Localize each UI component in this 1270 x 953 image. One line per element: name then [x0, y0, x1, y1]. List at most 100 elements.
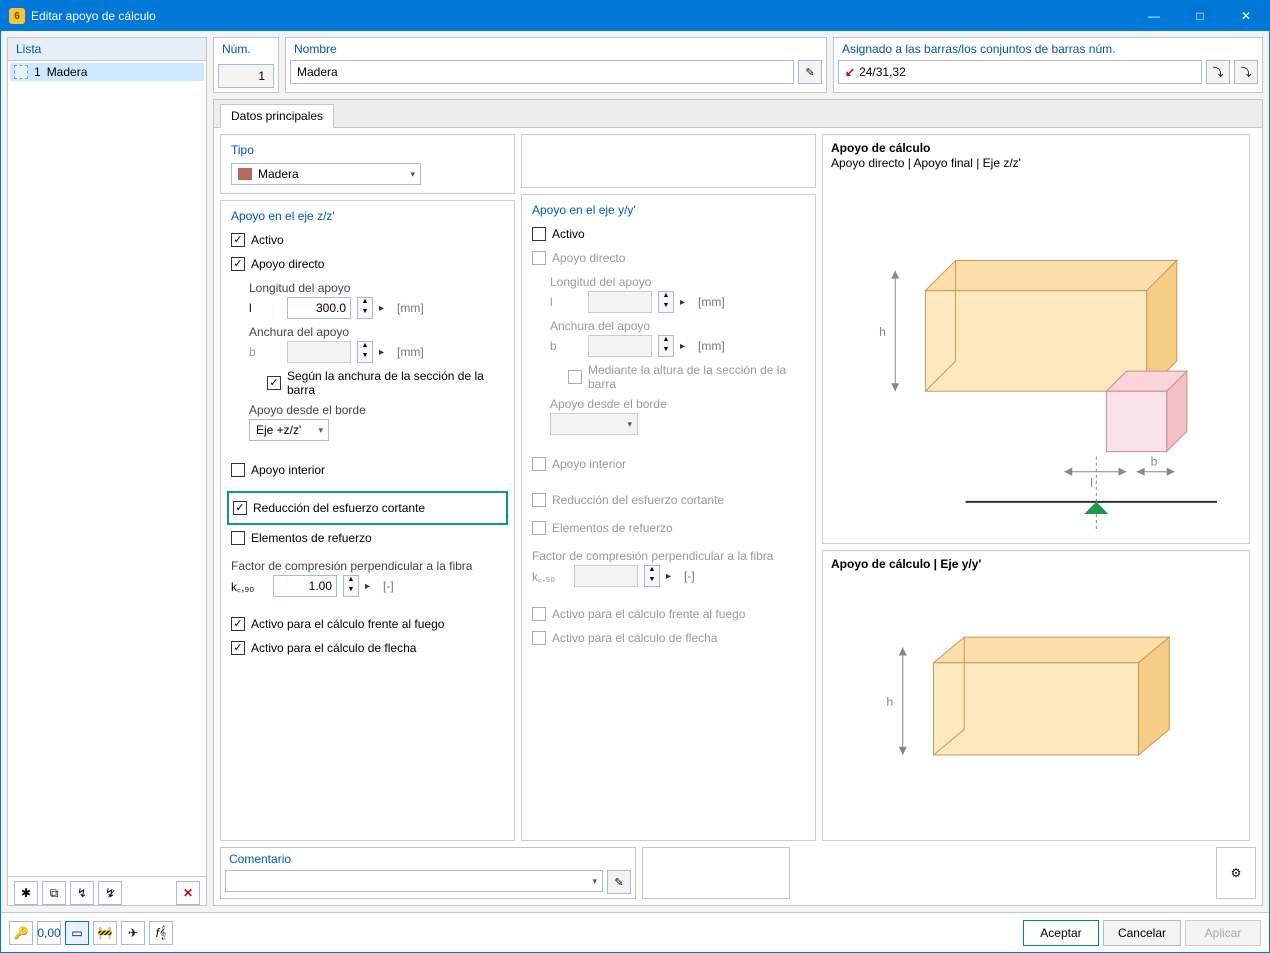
svg-text:h: h	[886, 695, 893, 709]
diagram-z: Apoyo de cálculo Apoyo directo | Apoyo f…	[822, 134, 1250, 544]
comment-select[interactable]	[225, 870, 603, 892]
y-kc90-symbol: k꜀,₉₀	[532, 568, 568, 585]
y-length-unit: [mm]	[698, 295, 725, 309]
y-reinf-check	[532, 521, 546, 535]
svg-text:l: l	[1090, 476, 1093, 490]
y-fire-check	[532, 607, 546, 621]
z-kc90-input[interactable]	[273, 575, 337, 597]
z-edge-select[interactable]: Eje +z/z'	[249, 419, 329, 441]
y-fire-label: Activo para el cálculo frente al fuego	[552, 607, 745, 621]
z-deflect-check[interactable]	[231, 641, 245, 655]
minimize-button[interactable]: —	[1131, 1, 1177, 31]
y-direct-check	[532, 251, 546, 265]
cancel-button[interactable]: Cancelar	[1103, 920, 1181, 946]
copy-item-button[interactable]: ⧉	[42, 881, 66, 905]
y-deflect-check	[532, 631, 546, 645]
z-width-unit: [mm]	[397, 345, 424, 359]
list-item-num: 1	[34, 65, 41, 79]
z-length-arrow-icon[interactable]: ▸	[379, 303, 391, 314]
z-width-auto-label: Según la anchura de la sección de la bar…	[287, 369, 504, 397]
empty-top-group	[521, 134, 816, 188]
y-edge-label: Apoyo desde el borde	[550, 397, 805, 411]
y-kc90-title: Factor de compresión perpendicular a la …	[532, 549, 805, 563]
svg-text:b: b	[1151, 455, 1158, 469]
list-item[interactable]: 1 Madera	[10, 63, 204, 81]
z-kc90-arrow-icon[interactable]: ▸	[365, 581, 377, 592]
z-inner-check[interactable]	[231, 463, 245, 477]
app-icon: 6	[9, 8, 25, 24]
list-panel: Lista 1 Madera ✱ ⧉ ↯ ↯̷ ✕	[7, 37, 207, 906]
z-active-check[interactable]	[231, 233, 245, 247]
footer-help-button[interactable]: 🔑	[9, 921, 33, 945]
y-reinf-label: Elementos de refuerzo	[552, 521, 673, 535]
z-width-auto-check[interactable]	[267, 376, 281, 390]
z-edge-label: Apoyo desde el borde	[249, 403, 504, 417]
z-deflect-label: Activo para el cálculo de flecha	[251, 641, 416, 655]
tab-main-data[interactable]: Datos principales	[220, 104, 334, 128]
z-width-input	[287, 341, 351, 363]
delete-item-button[interactable]: ✕	[176, 881, 200, 905]
footer-tool3-button[interactable]: ▭	[65, 921, 89, 945]
footer-tool6-button[interactable]: f𝄞	[149, 921, 173, 945]
z-fire-check[interactable]	[231, 617, 245, 631]
tipo-label: Tipo	[231, 143, 504, 157]
footer-tool4-button[interactable]: 🚧	[93, 921, 117, 945]
z-length-input[interactable]	[287, 297, 351, 319]
y-width-auto-label: Mediante la altura de la sección de la b…	[588, 363, 805, 391]
empty-comment-panel	[642, 847, 790, 899]
pick-set-button[interactable]: ⤵	[1234, 60, 1258, 84]
z-direct-check[interactable]	[231, 257, 245, 271]
z-length-spinner[interactable]: ▲▼	[357, 297, 373, 319]
diagram-y: Apoyo de cálculo | Eje y/y' h	[822, 550, 1250, 841]
member-icon: ↙	[845, 65, 855, 79]
pick-member-button[interactable]: ⤵	[1206, 60, 1230, 84]
assigned-panel: Asignado a las barras/los conjuntos de b…	[833, 37, 1263, 93]
z-shear-check[interactable]	[233, 501, 247, 515]
name-panel: Nombre ✎	[285, 37, 827, 93]
number-label: Núm.	[214, 38, 278, 60]
close-button[interactable]: ✕	[1223, 1, 1269, 31]
z-length-unit: [mm]	[397, 301, 424, 315]
y-shear-check	[532, 493, 546, 507]
titlebar: 6 Editar apoyo de cálculo — □ ✕	[1, 1, 1269, 31]
diagram-z-subtitle: Apoyo directo | Apoyo final | Eje z/z'	[831, 156, 1241, 170]
comment-edit-button[interactable]: ✎	[607, 870, 631, 894]
z-inner-label: Apoyo interior	[251, 463, 325, 477]
tool4-button[interactable]: ↯̷	[98, 881, 122, 905]
footer-units-button[interactable]: 0,00	[37, 921, 61, 945]
y-inner-label: Apoyo interior	[552, 457, 626, 471]
y-width-arrow-icon: ▸	[680, 341, 692, 352]
y-kc90-arrow-icon: ▸	[666, 571, 678, 582]
new-item-button[interactable]: ✱	[14, 881, 38, 905]
name-input[interactable]	[290, 60, 794, 84]
y-kc90-input	[574, 565, 638, 587]
z-length-label: Longitud del apoyo	[249, 281, 504, 295]
name-label: Nombre	[286, 38, 826, 60]
tool3-button[interactable]: ↯	[70, 881, 94, 905]
y-width-label: Anchura del apoyo	[550, 319, 805, 333]
apply-button: Aplicar	[1185, 920, 1261, 946]
maximize-button[interactable]: □	[1177, 1, 1223, 31]
assigned-value[interactable]: ↙ 24/31,32	[838, 60, 1202, 84]
z-active-label: Activo	[251, 233, 284, 247]
list-header: Lista	[8, 38, 206, 61]
z-length-symbol: l	[249, 301, 281, 315]
diagram-y-title: Apoyo de cálculo | Eje y/y'	[831, 557, 1241, 571]
diagram-settings-button[interactable]: ⚙	[1216, 847, 1256, 899]
tab-bar: Datos principales	[214, 100, 1262, 128]
y-active-check[interactable]	[532, 227, 546, 241]
tipo-select[interactable]: Madera	[231, 163, 421, 185]
accept-button[interactable]: Aceptar	[1023, 920, 1099, 946]
z-reinf-check[interactable]	[231, 531, 245, 545]
axis-z-group: Apoyo en el eje z/z' Activo Apoyo direct…	[220, 200, 515, 841]
z-fire-label: Activo para el cálculo frente al fuego	[251, 617, 444, 631]
z-kc90-title: Factor de compresión perpendicular a la …	[231, 559, 504, 573]
z-kc90-spinner[interactable]: ▲▼	[343, 575, 359, 597]
edit-name-button[interactable]: ✎	[798, 60, 822, 84]
y-width-input	[588, 335, 652, 357]
footer-tool5-button[interactable]: ✈	[121, 921, 145, 945]
y-width-spinner: ▲▼	[658, 335, 674, 357]
y-inner-check	[532, 457, 546, 471]
comment-panel: Comentario ✎	[220, 847, 636, 899]
z-kc90-symbol: k꜀,₉₀	[231, 578, 267, 595]
